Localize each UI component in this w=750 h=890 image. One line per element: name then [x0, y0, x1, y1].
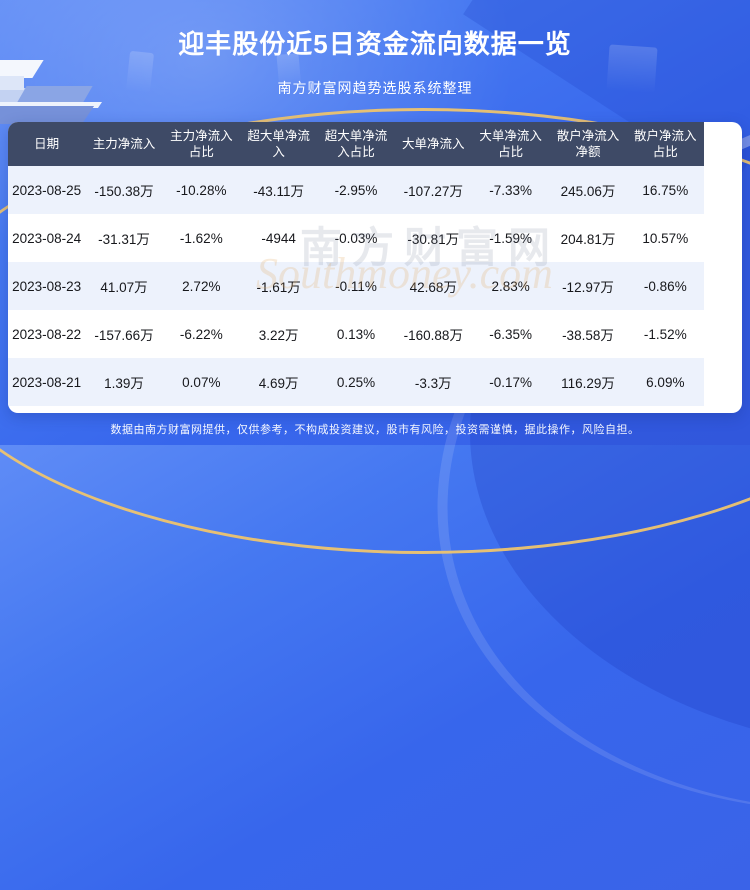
cell-value: -4944	[261, 230, 296, 246]
cell-value: -12.97万	[562, 280, 614, 295]
cell-value: 3.22万	[258, 328, 299, 343]
col-header-date: 日期	[8, 122, 86, 166]
col-header-retail-net-inflow-ratio: 散户净流入占比	[626, 122, 704, 166]
table-row: 2023-08-22 -157.66万 -6.22% 3.22万 0.13% -…	[8, 310, 704, 358]
cell-value: -1.52%	[643, 326, 687, 342]
cell-value: 1.39万	[104, 376, 144, 391]
cell-value: -107.27万	[403, 184, 463, 199]
cell-value: -0.17%	[489, 374, 533, 390]
col-header-retail-net-inflow: 散户净流入净额	[549, 122, 627, 166]
col-header-large-net-inflow: 大单净流入	[394, 122, 472, 166]
col-header-main-net-inflow-ratio: 主力净流入占比	[162, 122, 240, 166]
col-header-large-net-inflow-ratio: 大单净流入占比	[471, 122, 550, 166]
cell-value: -30.81万	[407, 232, 460, 247]
cell-value: -160.88万	[403, 328, 463, 343]
cell-value: 2.72%	[182, 278, 221, 294]
cell-value: -31.31万	[98, 232, 150, 247]
cell-value: 245.06万	[560, 184, 616, 199]
cell-value: 116.29万	[561, 376, 615, 391]
cell-date: 2023-08-24	[12, 230, 82, 246]
cell-value: 42.68万	[409, 280, 457, 295]
cell-value: -7.33%	[489, 182, 533, 198]
col-header-main-net-inflow: 主力净流入	[85, 122, 163, 166]
cell-value: -150.38万	[94, 184, 154, 199]
page-title: 迎丰股份近5日资金流向数据一览	[178, 29, 572, 59]
cell-value: -0.86%	[643, 278, 687, 294]
page-subtitle: 南方财富网趋势选股系统整理	[277, 80, 473, 96]
cell-value: -3.3万	[414, 376, 452, 391]
cell-value: 0.13%	[336, 326, 376, 342]
table-row: 2023-08-25 -150.38万 -10.28% -43.11万 -2.9…	[8, 166, 704, 214]
isometric-platform-decoration	[0, 0, 220, 130]
cell-value: -38.58万	[562, 328, 614, 343]
cell-value: 10.57%	[642, 230, 689, 246]
cell-value: -0.11%	[335, 278, 377, 294]
cell-value: 0.07%	[182, 374, 221, 390]
table-header-row: 日期 主力净流入 主力净流入占比 超大单净流入 超大单净流入占比 大单净流入 大…	[8, 122, 704, 166]
cell-value: -1.61万	[256, 280, 301, 295]
col-header-super-large-net-inflow: 超大单净流入	[239, 122, 318, 166]
cell-value: 0.25%	[336, 374, 376, 390]
cell-date: 2023-08-25	[12, 182, 82, 198]
table-row: 2023-08-23 41.07万 2.72% -1.61万 -0.11% 42…	[8, 262, 704, 310]
cell-value: -6.35%	[489, 326, 533, 342]
cell-value: -10.28%	[176, 182, 227, 198]
cell-date: 2023-08-21	[12, 374, 82, 390]
cell-value: 16.75%	[642, 182, 689, 198]
cell-date: 2023-08-23	[12, 278, 82, 294]
col-header-super-large-net-inflow-ratio: 超大单净流入占比	[317, 122, 395, 166]
cell-value: 2.83%	[491, 278, 530, 294]
cell-value: -157.66万	[94, 328, 154, 343]
cell-value: 6.09%	[646, 374, 685, 390]
cell-date: 2023-08-22	[12, 326, 82, 342]
fund-flow-table: 日期 主力净流入 主力净流入占比 超大单净流入 超大单净流入占比 大单净流入 大…	[8, 122, 704, 406]
cell-value: 41.07万	[100, 280, 148, 295]
table-row: 2023-08-21 1.39万 0.07% 4.69万 0.25% -3.3万…	[8, 358, 704, 406]
cell-value: -43.11万	[253, 184, 305, 199]
cell-value: -2.95%	[334, 182, 378, 198]
table-row: 2023-08-24 -31.31万 -1.62% -4944 -0.03% -…	[8, 214, 704, 262]
cell-value: -6.22%	[179, 326, 223, 342]
disclaimer-text: 数据由南方财富网提供，仅供参考，不构成投资建议，股市有风险，投资需谨慎，据此操作…	[110, 424, 640, 436]
fund-flow-table-panel: 日期 主力净流入 主力净流入占比 超大单净流入 超大单净流入占比 大单净流入 大…	[8, 122, 742, 413]
cell-value: -1.62%	[179, 230, 223, 246]
cell-value: -0.03%	[334, 230, 378, 246]
cell-value: -1.59%	[489, 230, 533, 246]
cell-value: 204.81万	[560, 232, 616, 247]
cell-value: 4.69万	[258, 376, 299, 391]
